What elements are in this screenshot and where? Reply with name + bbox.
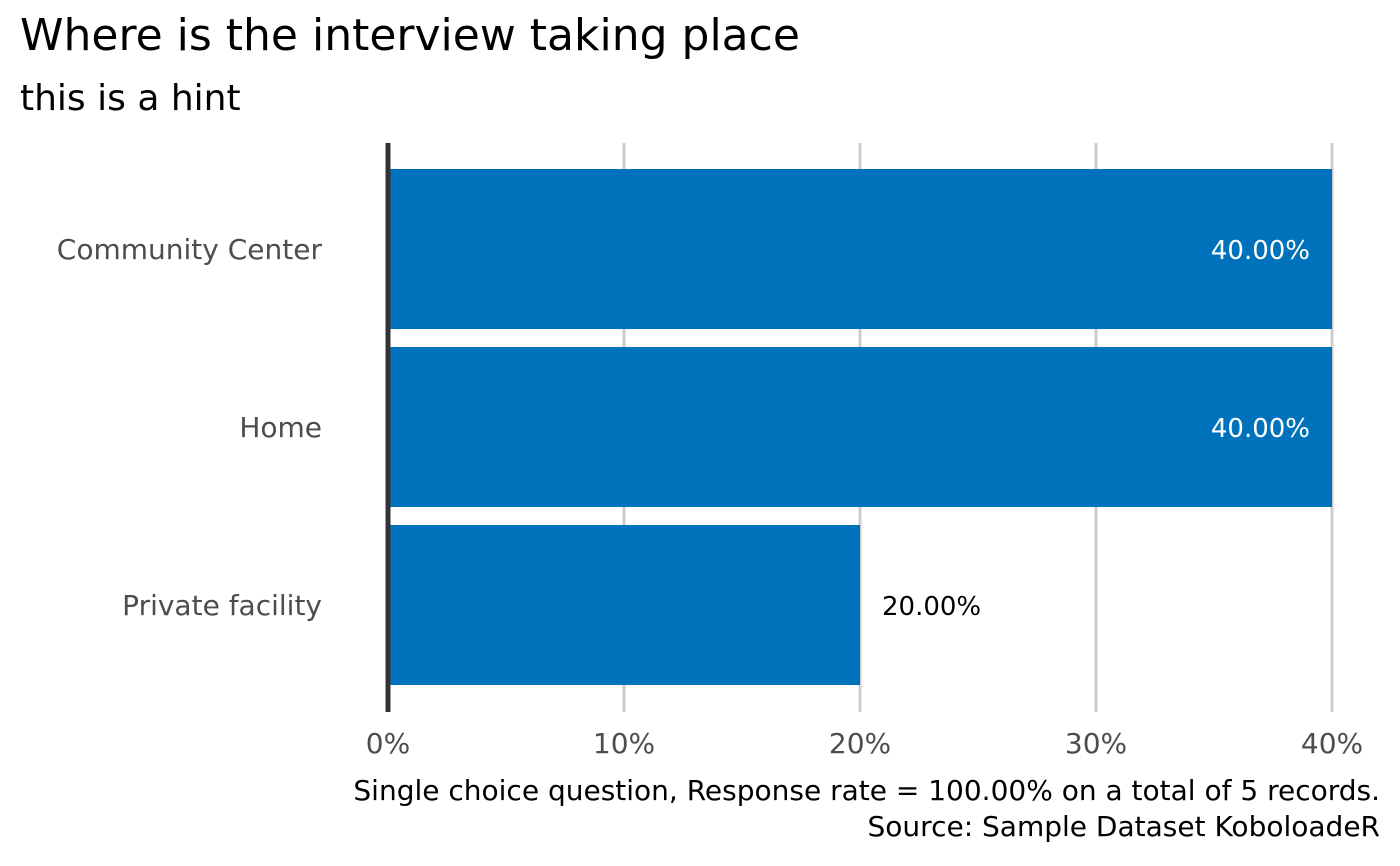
data-label: 40.00% — [1211, 414, 1310, 444]
x-tick-label: 20% — [829, 727, 891, 760]
data-label: 40.00% — [1211, 236, 1310, 266]
bars — [388, 169, 1332, 685]
caption-line-1: Single choice question, Response rate = … — [353, 774, 1380, 807]
axis: 0% 10% 20% 30% 40% — [366, 143, 1363, 760]
caption-line-2: Source: Sample Dataset KoboloadeR — [867, 810, 1380, 843]
chart-subtitle: this is a hint — [20, 78, 241, 119]
x-tick-label: 30% — [1065, 727, 1127, 760]
y-tick-label: Community Center — [57, 233, 323, 266]
labels: Community Center 40.00% Home 40.00% Private … — [57, 233, 1310, 622]
x-tick-label: 0% — [366, 727, 410, 760]
y-tick-label: Home — [239, 411, 322, 444]
bar — [388, 169, 1332, 329]
bar — [388, 525, 860, 685]
x-tick-label: 10% — [593, 727, 655, 760]
bar — [388, 347, 1332, 507]
y-tick-label: Private facility — [122, 589, 322, 622]
chart-title: Where is the interview taking place — [20, 10, 800, 61]
x-tick-label: 40% — [1301, 727, 1363, 760]
data-label: 20.00% — [882, 592, 981, 622]
